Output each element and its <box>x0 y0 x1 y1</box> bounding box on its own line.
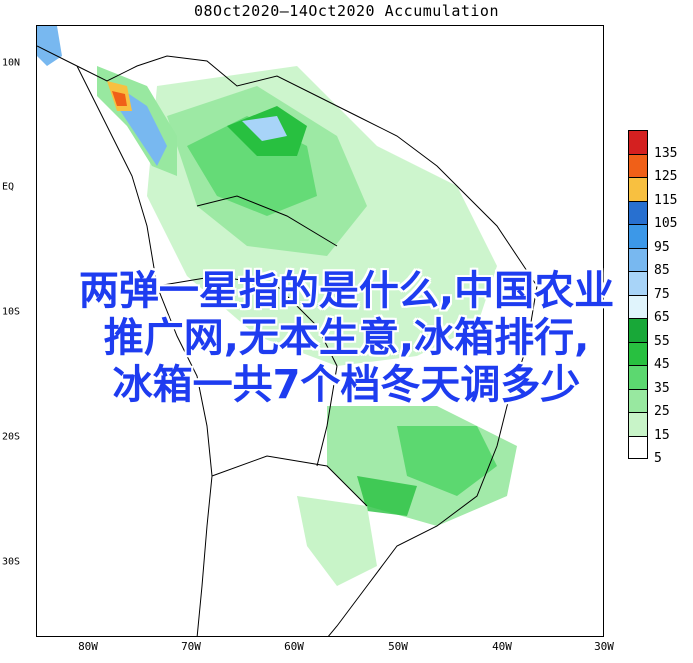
latitude-label: 20S <box>2 431 21 443</box>
legend-entry: 15 <box>628 412 690 443</box>
legend-entry: 5 <box>628 435 690 466</box>
legend-value: 135 <box>654 145 678 161</box>
legend-entry: 35 <box>628 365 690 396</box>
legend-value: 75 <box>654 286 670 302</box>
legend-value: 45 <box>654 357 670 372</box>
overlay-line: 冰箱一共7个档冬天调多少 <box>112 362 581 408</box>
legend-swatch <box>628 224 648 248</box>
legend-entry: 55 <box>628 318 690 349</box>
latitude-label: 30S <box>2 556 21 568</box>
legend-entry: 65 <box>628 294 690 325</box>
map-outlines <box>37 45 538 636</box>
legend-swatch <box>628 412 648 436</box>
legend-swatch <box>628 318 648 342</box>
legend-value: 125 <box>654 169 678 184</box>
longitude-label: 40W <box>492 640 512 653</box>
legend-swatch <box>628 294 648 318</box>
longitude-label: 70W <box>181 640 201 653</box>
legend-entry: 115 <box>628 177 690 208</box>
overlay-text: 两弹一星指的是什么,中国农业 推广网,无本生意,冰箱排行, 冰箱一共7个档冬天调… <box>0 268 693 409</box>
legend-value: 55 <box>654 333 670 349</box>
map-title: 08Oct2020—14Oct2020 Accumulation <box>194 2 499 20</box>
legend-swatch <box>628 365 648 389</box>
legend-swatch <box>628 388 648 412</box>
legend-entry: 95 <box>628 224 690 255</box>
longitude-label: 50W <box>388 640 408 653</box>
overlay-line: 推广网,无本生意,冰箱排行, <box>103 315 590 361</box>
legend-swatch <box>628 271 648 295</box>
legend-value: 115 <box>654 192 678 208</box>
map-canvas <box>37 26 538 636</box>
legend-value: 65 <box>654 310 670 325</box>
legend-entry: 45 <box>628 341 690 372</box>
legend-value: 85 <box>654 263 670 278</box>
color-legend: 135 125 115 105 95 85 75 65 55 45 35 25 15 5 <box>628 130 690 466</box>
precipitation-field <box>37 26 517 586</box>
legend-value: 105 <box>654 216 678 231</box>
legend-swatch <box>628 177 648 201</box>
legend-entry: 85 <box>628 247 690 278</box>
legend-value: 95 <box>654 239 670 255</box>
legend-swatch <box>628 341 648 365</box>
longitude-label: 80W <box>78 640 98 653</box>
legend-swatch <box>628 200 648 224</box>
legend-swatch <box>628 247 648 271</box>
legend-entry: 25 <box>628 388 690 419</box>
latitude-label: 10N <box>2 57 21 69</box>
legend-value: 35 <box>654 380 670 396</box>
latitude-label: 10S <box>2 306 21 318</box>
legend-value: 15 <box>654 427 670 443</box>
legend-value: 5 <box>654 451 662 466</box>
legend-entry: 135 <box>628 130 690 161</box>
legend-swatch <box>628 435 648 459</box>
legend-entry: 75 <box>628 271 690 302</box>
legend-entry: 105 <box>628 200 690 231</box>
legend-swatch <box>628 130 648 154</box>
latitude-label: EQ <box>2 181 15 193</box>
longitude-label: 60W <box>284 640 304 653</box>
overlay-line: 两弹一星指的是什么,中国农业 <box>78 268 615 314</box>
legend-swatch <box>628 153 648 177</box>
legend-value: 25 <box>654 404 670 419</box>
legend-entry: 125 <box>628 153 690 184</box>
precipitation-map <box>36 25 604 637</box>
longitude-label: 30W <box>594 640 614 653</box>
